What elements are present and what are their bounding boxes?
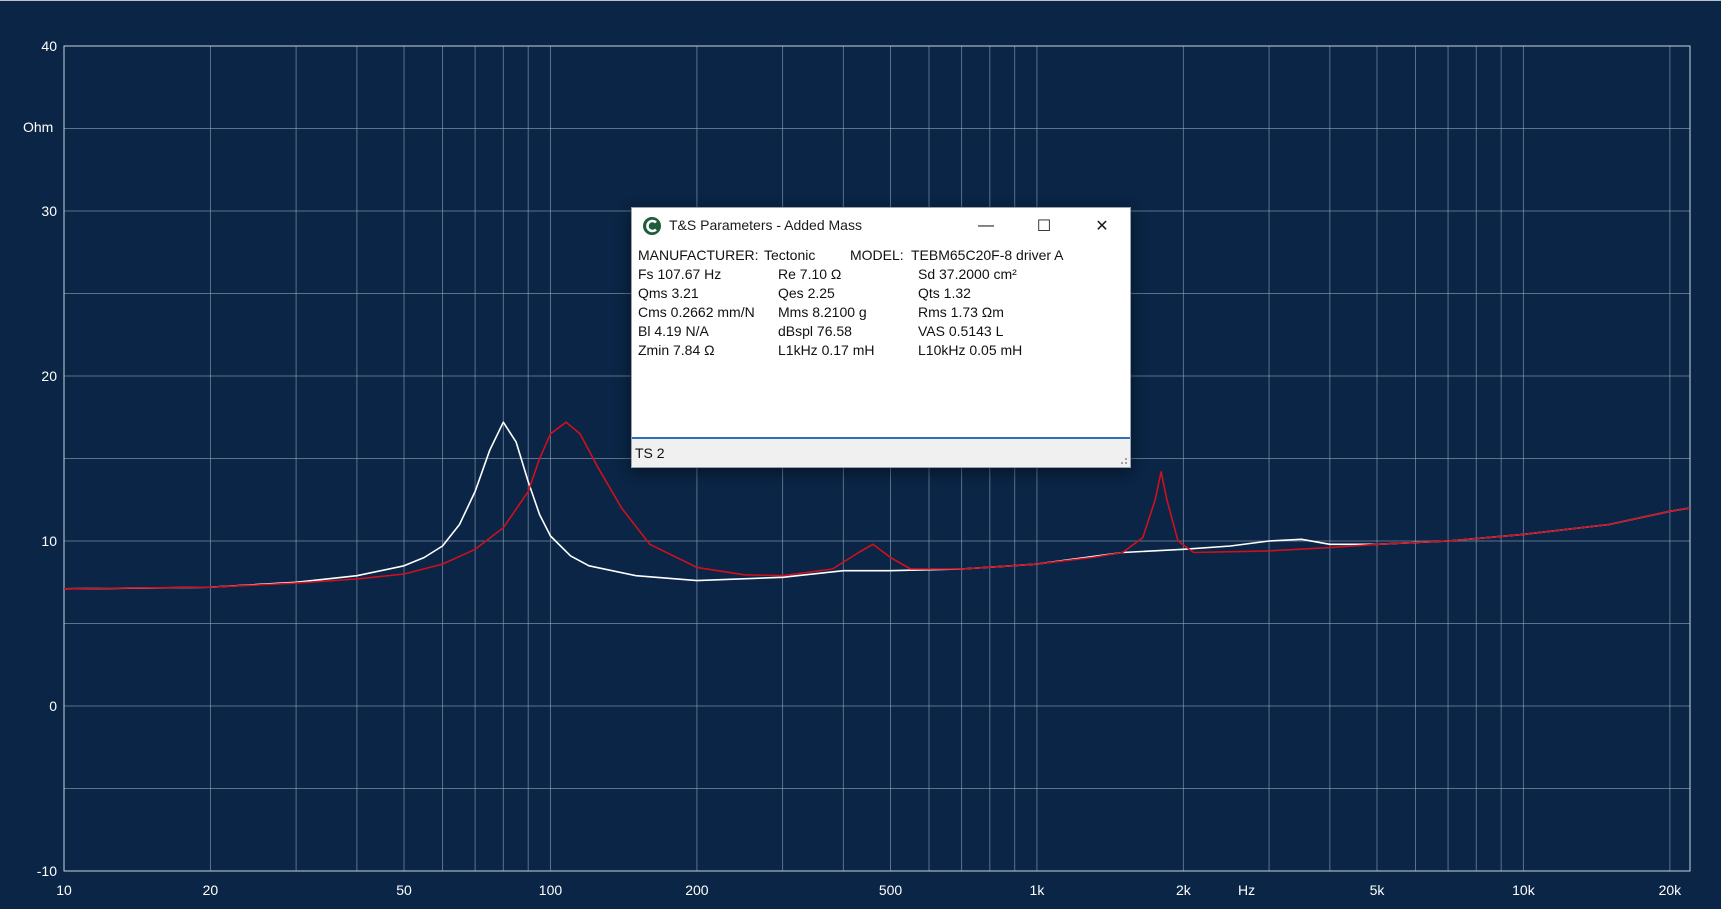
ts-parameter-cell: L10kHz 0.05 mH [918, 342, 1023, 358]
impedance-curve-2 [63, 421, 1691, 590]
ts-parameter-cell: Qts 1.32 [918, 285, 971, 301]
y-tick-label: -10 [37, 863, 57, 879]
resize-grip-icon[interactable] [1118, 455, 1128, 465]
ts-parameter-cell: Cms 0.2662 mm/N [638, 304, 755, 320]
close-button[interactable]: ✕ [1095, 218, 1109, 235]
ts-parameter-cell: Fs 107.67 Hz [638, 266, 722, 282]
x-tick-label: 100 [539, 882, 563, 898]
manufacturer-label: MANUFACTURER: [638, 247, 759, 263]
ts-window-titlebar[interactable]: T&S Parameters - Added Mass — ☐ ✕ [632, 208, 1130, 244]
status-separator [632, 437, 1130, 439]
x-tick-label: 2k [1176, 882, 1192, 898]
x-tick-label: 20k [1659, 882, 1683, 898]
ts-parameter-cell: Mms 8.2100 g [778, 304, 867, 320]
x-tick-label: 5k [1370, 882, 1386, 898]
x-tick-label: 20 [203, 882, 219, 898]
x-tick-label: 500 [879, 882, 903, 898]
y-tick-label: 10 [41, 533, 57, 549]
ts-parameter-cell: Re 7.10 Ω [778, 266, 842, 282]
y-tick-label: 40 [41, 38, 57, 54]
ts-row: Fs 107.67 Hz Re 7.10 Ω Sd 37.2000 cm² [638, 265, 1118, 284]
x-tick-label: 10k [1512, 882, 1536, 898]
x-tick-label: 1k [1030, 882, 1046, 898]
minimize-button[interactable]: — [978, 217, 994, 234]
maximize-button[interactable]: ☐ [1036, 218, 1052, 235]
ts-window-title: T&S Parameters - Added Mass [669, 217, 862, 233]
manufacturer-value: Tectonic [764, 247, 816, 263]
ts-row: Cms 0.2662 mm/N Mms 8.2100 g Rms 1.73 Ωm [638, 303, 1118, 322]
app-logo-icon [643, 217, 661, 235]
status-text: TS 2 [635, 445, 665, 461]
x-axis-labels: 10 20 50 100 200 500 1k 2k 5k 10k 20k [56, 882, 1682, 898]
ts-parameters-text[interactable]: MANUFACTURER: Tectonic MODEL: TEBM65C20F… [638, 246, 1118, 360]
ts-parameter-cell: dBspl 76.58 [778, 323, 852, 339]
ts-parameter-cell: Sd 37.2000 cm² [918, 266, 1017, 282]
ts-parameter-cell: Zmin 7.84 Ω [638, 342, 715, 358]
ts-parameters-window[interactable]: T&S Parameters - Added Mass — ☐ ✕ MANUFA… [631, 207, 1131, 468]
ts-parameter-cell: L1kHz 0.17 mH [778, 342, 875, 358]
ts-parameter-cell: Qes 2.25 [778, 285, 835, 301]
chart-series [63, 421, 1691, 590]
y-tick-label: 20 [41, 368, 57, 384]
ts-row: Zmin 7.84 Ω L1kHz 0.17 mH L10kHz 0.05 mH [638, 341, 1118, 360]
y-tick-label: 0 [49, 698, 57, 714]
ts-header-row: MANUFACTURER: Tectonic MODEL: TEBM65C20F… [638, 246, 1118, 265]
y-tick-label: 30 [41, 203, 57, 219]
plot-frame [63, 45, 1691, 872]
model-label: MODEL: [850, 247, 904, 263]
x-tick-label: 200 [685, 882, 709, 898]
x-tick-label: 10 [56, 882, 72, 898]
y-axis-title: Ohm [23, 119, 53, 135]
ts-parameter-cell: Rms 1.73 Ωm [918, 304, 1004, 320]
x-axis-title: Hz [1238, 882, 1255, 898]
ts-parameter-cell: Qms 3.21 [638, 285, 699, 301]
x-tick-label: 50 [396, 882, 412, 898]
y-axis-labels: 40 30 20 10 0 -10 [37, 38, 57, 879]
model-value: TEBM65C20F-8 driver A [911, 247, 1064, 263]
impedance-curve-1 [63, 421, 1691, 590]
ts-parameter-cell: VAS 0.5143 L [918, 323, 1004, 339]
status-bar: TS 2 [632, 439, 1130, 467]
ts-row: Qms 3.21 Qes 2.25 Qts 1.32 [638, 284, 1118, 303]
ts-parameter-cell: Bl 4.19 N/A [638, 323, 709, 339]
ts-parameter-rows: Fs 107.67 Hz Re 7.10 Ω Sd 37.2000 cm² Qms 3… [638, 265, 1118, 360]
ts-row: Bl 4.19 N/A dBspl 76.58 VAS 0.5143 L [638, 322, 1118, 341]
